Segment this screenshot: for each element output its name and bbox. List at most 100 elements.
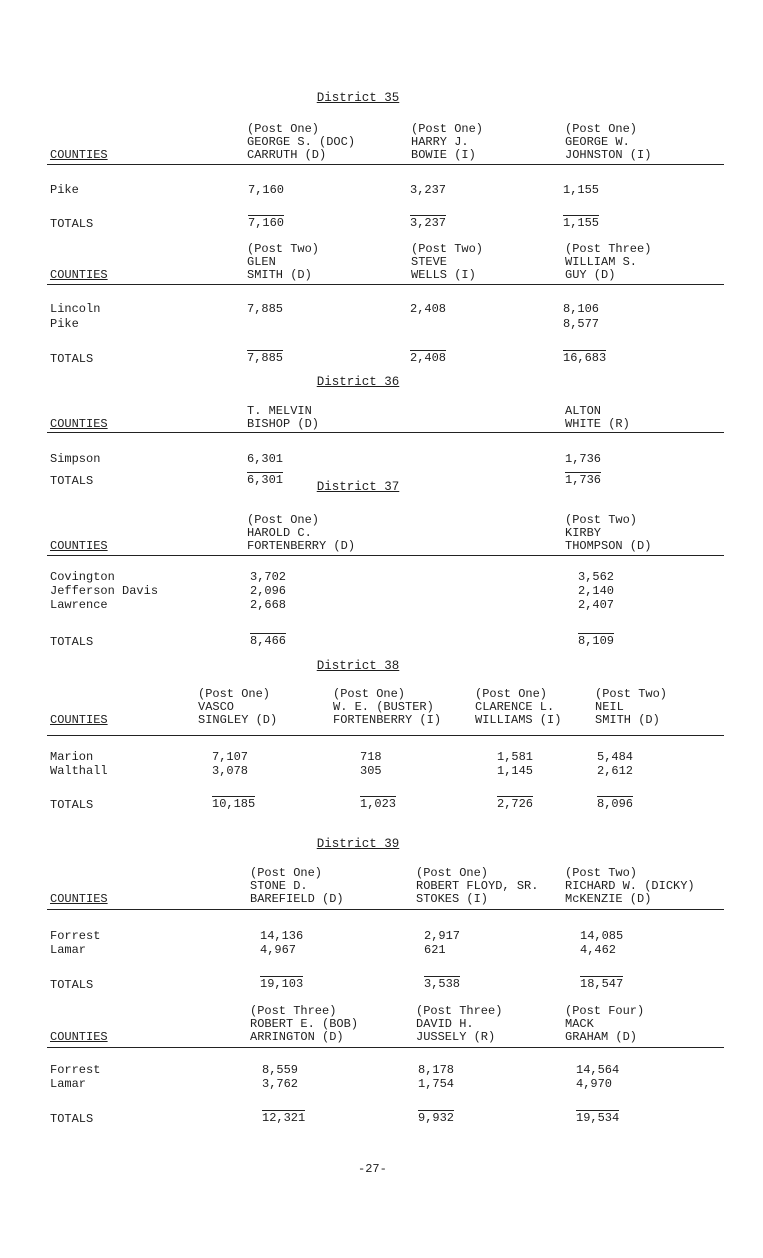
district-heading: District 36 (316, 375, 400, 389)
counties-column-header: COUNTIES (50, 417, 108, 431)
header-rule (47, 909, 724, 910)
candidate-name: VASCO (198, 700, 235, 714)
total-vote-count: 2,726 (497, 796, 534, 811)
total-vote-count: 3,237 (410, 215, 447, 230)
candidate-name: ALTON (565, 404, 602, 418)
candidate-post: (Post One) (198, 687, 271, 701)
candidate-name: GUY (D) (565, 268, 616, 282)
candidate-post: (Post Two) (595, 687, 668, 701)
candidate-post: (Post Two) (247, 242, 320, 256)
vote-count: 1,581 (497, 750, 534, 764)
candidate-name: CARRUTH (D) (247, 148, 327, 162)
total-vote-count: 19,534 (576, 1110, 620, 1125)
page-number: -27- (358, 1162, 387, 1176)
counties-column-header: COUNTIES (50, 713, 108, 727)
county-name: Simpson (50, 452, 101, 466)
candidate-name: GLEN (247, 255, 276, 269)
candidate-name: GRAHAM (D) (565, 1030, 638, 1044)
total-vote-count: 7,885 (247, 350, 284, 365)
candidate-name: JUSSELY (R) (416, 1030, 496, 1044)
vote-count: 621 (424, 943, 446, 957)
counties-column-header: COUNTIES (50, 892, 108, 906)
total-vote-count: 8,096 (597, 796, 634, 811)
county-name: Lamar (50, 943, 87, 957)
total-vote-count: 6,301 (247, 472, 284, 487)
vote-count: 14,136 (260, 929, 304, 943)
candidate-post: (Post One) (247, 122, 320, 136)
totals-label: TOTALS (50, 635, 94, 649)
vote-count: 7,885 (247, 302, 284, 316)
vote-count: 5,484 (597, 750, 634, 764)
total-vote-count: 8,466 (250, 633, 287, 648)
district-heading: District 37 (316, 480, 400, 494)
candidate-name: WILLIAM S. (565, 255, 638, 269)
header-rule (47, 735, 724, 736)
candidate-name: T. MELVIN (247, 404, 312, 418)
vote-count: 1,754 (418, 1077, 455, 1091)
totals-label: TOTALS (50, 352, 94, 366)
vote-count: 7,160 (248, 183, 285, 197)
candidate-name: HAROLD C. (247, 526, 312, 540)
candidate-name: NEIL (595, 700, 624, 714)
total-vote-count: 1,023 (360, 796, 397, 811)
vote-count: 1,155 (563, 183, 600, 197)
candidate-name: STOKES (I) (416, 892, 489, 906)
header-rule (47, 555, 724, 556)
candidate-name: RICHARD W. (DICKY) (565, 879, 695, 893)
county-name: Walthall (50, 764, 108, 778)
total-vote-count: 1,736 (565, 472, 602, 487)
candidate-name: KIRBY (565, 526, 602, 540)
vote-count: 8,178 (418, 1063, 455, 1077)
total-vote-count: 19,103 (260, 976, 304, 991)
candidate-post: (Post One) (416, 866, 489, 880)
vote-count: 2,140 (578, 584, 615, 598)
totals-label: TOTALS (50, 1112, 94, 1126)
candidate-post: (Post One) (411, 122, 484, 136)
vote-count: 1,145 (497, 764, 534, 778)
total-vote-count: 9,932 (418, 1110, 455, 1125)
candidate-post: (Post Three) (416, 1004, 503, 1018)
header-rule (47, 432, 724, 433)
candidate-name: W. E. (BUSTER) (333, 700, 434, 714)
vote-count: 3,078 (212, 764, 249, 778)
candidate-name: FORTENBERRY (I) (333, 713, 442, 727)
candidate-post: (Post Two) (411, 242, 484, 256)
total-vote-count: 3,538 (424, 976, 461, 991)
district-heading: District 35 (316, 91, 400, 105)
candidate-post: (Post Three) (565, 242, 652, 256)
vote-count: 3,562 (578, 570, 615, 584)
candidate-name: ARRINGTON (D) (250, 1030, 344, 1044)
totals-label: TOTALS (50, 798, 94, 812)
county-name: Lamar (50, 1077, 87, 1091)
total-vote-count: 8,109 (578, 633, 615, 648)
candidate-name: BOWIE (I) (411, 148, 476, 162)
candidate-name: WELLS (I) (411, 268, 476, 282)
district-heading: District 39 (316, 837, 400, 851)
vote-count: 4,462 (580, 943, 617, 957)
total-vote-count: 7,160 (248, 215, 285, 230)
candidate-name: HARRY J. (411, 135, 469, 149)
candidate-name: JOHNSTON (I) (565, 148, 652, 162)
total-vote-count: 1,155 (563, 215, 600, 230)
vote-count: 3,762 (262, 1077, 299, 1091)
vote-count: 6,301 (247, 452, 284, 466)
vote-count: 2,668 (250, 598, 287, 612)
candidate-post: (Post Two) (565, 866, 638, 880)
candidate-post: (Post One) (250, 866, 323, 880)
candidate-name: BAREFIELD (D) (250, 892, 344, 906)
counties-column-header: COUNTIES (50, 268, 108, 282)
header-rule (47, 1047, 724, 1048)
vote-count: 3,702 (250, 570, 287, 584)
candidate-name: STONE D. (250, 879, 308, 893)
candidate-name: SMITH (D) (247, 268, 312, 282)
candidate-name: SINGLEY (D) (198, 713, 278, 727)
county-name: Marion (50, 750, 94, 764)
candidate-name: GEORGE S. (DOC) (247, 135, 356, 149)
vote-count: 3,237 (410, 183, 447, 197)
total-vote-count: 2,408 (410, 350, 447, 365)
candidate-post: (Post One) (475, 687, 548, 701)
vote-count: 8,577 (563, 317, 600, 331)
total-vote-count: 12,321 (262, 1110, 306, 1125)
candidate-post: (Post Three) (250, 1004, 337, 1018)
county-name: Pike (50, 183, 79, 197)
